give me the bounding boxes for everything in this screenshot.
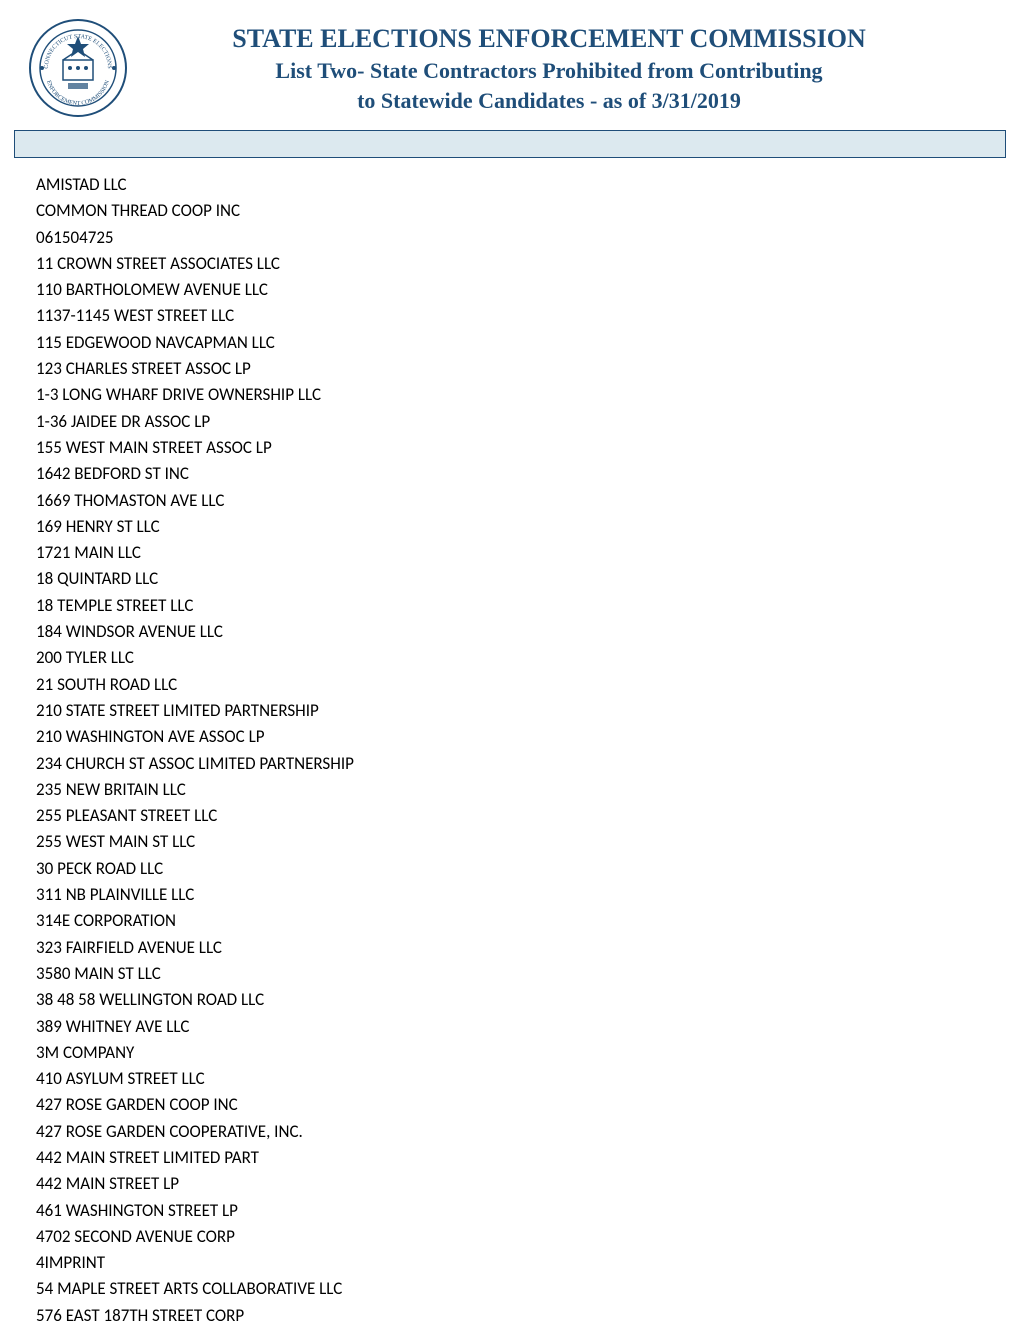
title-line-1: STATE ELECTIONS ENFORCEMENT COMMISSION bbox=[178, 24, 920, 54]
list-item: 4IMPRINT bbox=[36, 1250, 1020, 1276]
title-block: STATE ELECTIONS ENFORCEMENT COMMISSION L… bbox=[178, 18, 1000, 114]
list-item: 442 MAIN STREET LP bbox=[36, 1171, 1020, 1197]
list-item: 255 PLEASANT STREET LLC bbox=[36, 803, 1020, 829]
list-item: 184 WINDSOR AVENUE LLC bbox=[36, 619, 1020, 645]
list-item: AMISTAD LLC bbox=[36, 172, 1020, 198]
title-line-2: List Two- State Contractors Prohibited f… bbox=[178, 58, 920, 84]
list-item: 18 TEMPLE STREET LLC bbox=[36, 593, 1020, 619]
list-item: 210 WASHINGTON AVE ASSOC LP bbox=[36, 724, 1020, 750]
list-item: 442 MAIN STREET LIMITED PART bbox=[36, 1145, 1020, 1171]
title-line-3: to Statewide Candidates - as of 3/31/201… bbox=[178, 88, 920, 114]
list-item: 11 CROWN STREET ASSOCIATES LLC bbox=[36, 251, 1020, 277]
list-item: COMMON THREAD COOP INC bbox=[36, 198, 1020, 224]
list-item: 38 48 58 WELLINGTON ROAD LLC bbox=[36, 987, 1020, 1013]
list-item: 1-36 JAIDEE DR ASSOC LP bbox=[36, 409, 1020, 435]
list-item: 1-3 LONG WHARF DRIVE OWNERSHIP LLC bbox=[36, 382, 1020, 408]
list-item: 115 EDGEWOOD NAVCAPMAN LLC bbox=[36, 330, 1020, 356]
list-item: 21 SOUTH ROAD LLC bbox=[36, 672, 1020, 698]
list-item: 3580 MAIN ST LLC bbox=[36, 961, 1020, 987]
header-bar bbox=[14, 130, 1006, 158]
list-item: 123 CHARLES STREET ASSOC LP bbox=[36, 356, 1020, 382]
list-item: 3M COMPANY bbox=[36, 1040, 1020, 1066]
list-item: 110 BARTHOLOMEW AVENUE LLC bbox=[36, 277, 1020, 303]
list-item: 427 ROSE GARDEN COOP INC bbox=[36, 1092, 1020, 1118]
list-item: 1721 MAIN LLC bbox=[36, 540, 1020, 566]
list-item: 061504725 bbox=[36, 225, 1020, 251]
list-item: 311 NB PLAINVILLE LLC bbox=[36, 882, 1020, 908]
list-item: 210 STATE STREET LIMITED PARTNERSHIP bbox=[36, 698, 1020, 724]
list-item: 1137-1145 WEST STREET LLC bbox=[36, 303, 1020, 329]
list-item: 18 QUINTARD LLC bbox=[36, 566, 1020, 592]
list-item: 389 WHITNEY AVE LLC bbox=[36, 1014, 1020, 1040]
list-item: 4702 SECOND AVENUE CORP bbox=[36, 1224, 1020, 1250]
list-item: 1669 THOMASTON AVE LLC bbox=[36, 488, 1020, 514]
list-item: 410 ASYLUM STREET LLC bbox=[36, 1066, 1020, 1092]
list-item: 314E CORPORATION bbox=[36, 908, 1020, 934]
list-item: 1642 BEDFORD ST INC bbox=[36, 461, 1020, 487]
list-item: 200 TYLER LLC bbox=[36, 645, 1020, 671]
list-item: 461 WASHINGTON STREET LP bbox=[36, 1198, 1020, 1224]
list-item: 155 WEST MAIN STREET ASSOC LP bbox=[36, 435, 1020, 461]
list-item: 323 FAIRFIELD AVENUE LLC bbox=[36, 935, 1020, 961]
header-area: CONNECTICUT STATE ELECTIONS ENFORCEMENT … bbox=[0, 0, 1020, 118]
list-item: 54 MAPLE STREET ARTS COLLABORATIVE LLC bbox=[36, 1276, 1020, 1302]
list-item: 576 EAST 187TH STREET CORP bbox=[36, 1303, 1020, 1329]
list-item: 234 CHURCH ST ASSOC LIMITED PARTNERSHIP bbox=[36, 751, 1020, 777]
list-item: 235 NEW BRITAIN LLC bbox=[36, 777, 1020, 803]
list-item: 255 WEST MAIN ST LLC bbox=[36, 829, 1020, 855]
state-seal-icon: CONNECTICUT STATE ELECTIONS ENFORCEMENT … bbox=[28, 18, 128, 118]
list-item: 427 ROSE GARDEN COOPERATIVE, INC. bbox=[36, 1119, 1020, 1145]
contractor-list: AMISTAD LLC COMMON THREAD COOP INC061504… bbox=[0, 158, 1020, 1329]
list-item: 169 HENRY ST LLC bbox=[36, 514, 1020, 540]
list-item: 30 PECK ROAD LLC bbox=[36, 856, 1020, 882]
